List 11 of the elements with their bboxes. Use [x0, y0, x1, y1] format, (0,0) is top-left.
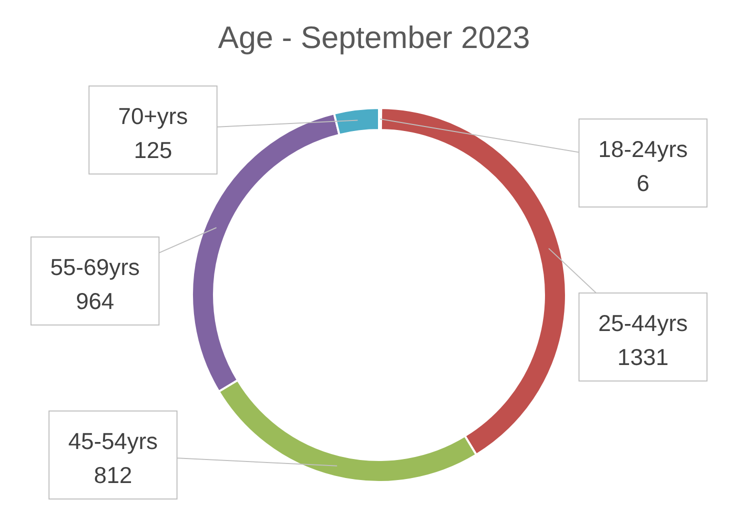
data-label: 812 [94, 462, 132, 488]
data-label: 125 [134, 137, 172, 164]
chart-title: Age - September 2023 [218, 20, 530, 56]
data-label: 6 [636, 170, 650, 196]
data-label: 964 [76, 288, 114, 314]
data-label: 1331 [617, 344, 669, 370]
slice-label: 25-44yrs [598, 310, 688, 336]
slice-label: 55-69yrs [50, 254, 140, 280]
slice-label: 70+yrs [118, 103, 188, 130]
slice-label: 18-24yrs [598, 136, 688, 162]
slice-label: 45-54yrs [68, 428, 158, 454]
